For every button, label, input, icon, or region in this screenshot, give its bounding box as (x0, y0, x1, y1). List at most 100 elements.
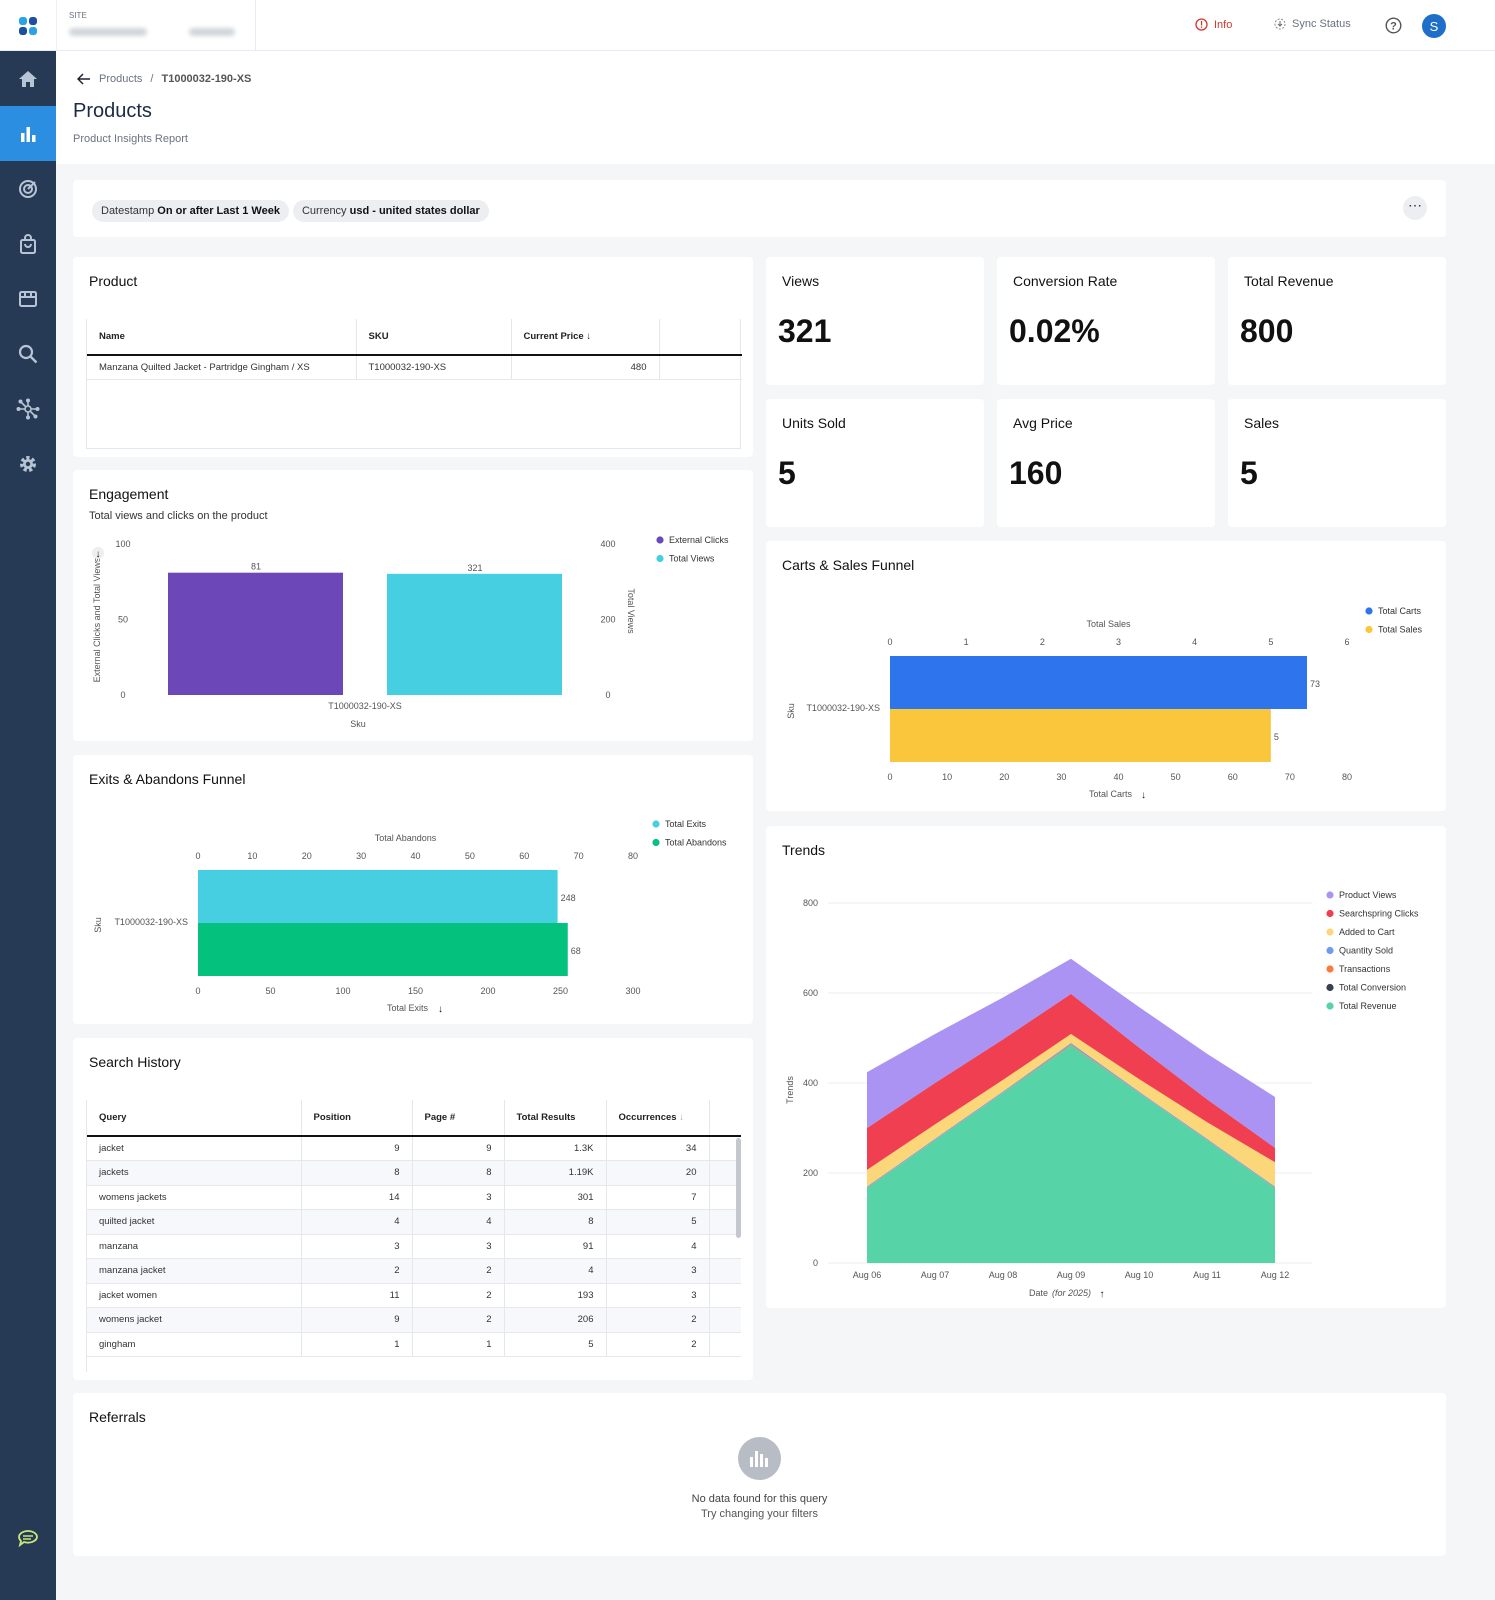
x-axis-label: Sku (350, 719, 366, 729)
legend-label: Quantity Sold (1339, 946, 1393, 956)
y-right-tick-label: 0 (605, 690, 610, 700)
user-avatar[interactable]: S (1422, 14, 1446, 38)
sort-arrow-icon: ↓ (1141, 790, 1146, 801)
chat-support-icon[interactable] (17, 1529, 39, 1554)
table-row[interactable]: jackets 8 8 1.19K 20 (87, 1160, 741, 1186)
x-tick-label: Aug 09 (1057, 1270, 1086, 1280)
table-cell: jacket (87, 1136, 302, 1161)
kpi-value: 0.02% (1009, 313, 1100, 349)
sidebar-item-settings[interactable] (0, 436, 56, 491)
filter-bar: Datestamp On or after Last 1 Week Currenc… (73, 180, 1446, 237)
x-axis-note: (for 2025) (1052, 1288, 1091, 1298)
info-button[interactable]: Info (1195, 18, 1232, 31)
legend-label: Total Carts (1378, 606, 1422, 616)
column-header-name[interactable]: Name (87, 319, 357, 356)
referrals-card: Referrals No data found for this query T… (73, 1393, 1446, 1556)
column-header-occurrences[interactable]: Occurrences ↓ (606, 1100, 710, 1137)
column-header-current-price[interactable]: Current Price ↓ (511, 319, 660, 356)
info-icon (1195, 18, 1208, 31)
top-tick-label: 40 (410, 851, 420, 861)
table-row[interactable]: manzana jacket 2 2 4 3 (87, 1258, 741, 1284)
bottom-tick-label: 10 (942, 772, 952, 782)
data-label: 5 (1274, 732, 1279, 742)
legend-marker (1326, 983, 1334, 992)
sidebar-item-store[interactable] (0, 271, 56, 326)
area-total-revenue (867, 1045, 1275, 1263)
site-selector[interactable]: SITE (56, 0, 256, 51)
kpi-card: Conversion Rate 0.02% (997, 257, 1215, 385)
table-scrollbar[interactable] (736, 1138, 741, 1238)
table-cell: 206 (504, 1307, 607, 1333)
y-tick-label: 600 (803, 988, 818, 998)
legend-label: Total Conversion (1339, 983, 1406, 993)
kpi-label: Conversion Rate (1013, 273, 1118, 289)
bottom-tick-label: 80 (1342, 772, 1352, 782)
breadcrumb-products-link[interactable]: Products (99, 73, 143, 85)
column-header-query[interactable]: Query (87, 1100, 302, 1137)
back-arrow-icon[interactable] (77, 73, 91, 85)
top-bar: SITE Info Sync Status ? S (0, 0, 1495, 51)
table-row[interactable]: gingham 1 1 5 2 (87, 1332, 741, 1357)
table-cell: 3 (606, 1283, 710, 1308)
kpi-card: Sales 5 (1228, 399, 1446, 527)
legend-marker (652, 838, 660, 847)
data-label: 248 (561, 893, 576, 903)
kpi-label: Units Sold (782, 415, 846, 431)
sidebar-item-integrations[interactable] (0, 381, 56, 436)
column-header-sku[interactable]: SKU (356, 319, 512, 356)
table-row[interactable]: womens jackets 14 3 301 7 (87, 1185, 741, 1210)
sidebar-item-targeting[interactable] (0, 161, 56, 216)
engagement-card: Engagement Total views and clicks on the… (73, 470, 753, 741)
y-tick-label: 0 (120, 690, 125, 700)
engagement-chart: 0 50 100 0 200 400 81 321 T1000032-190-XS Sku Exte… (92, 535, 729, 729)
card-title: Product (89, 273, 138, 289)
top-tick-label: 2 (1040, 637, 1045, 647)
more-options-button[interactable]: ⋯ (1403, 196, 1427, 220)
card-title: Carts & Sales Funnel (782, 557, 915, 573)
top-tick-label: 20 (302, 851, 312, 861)
table-row[interactable]: jacket 9 9 1.3K 34 (87, 1136, 741, 1161)
sidebar-item-merchandising[interactable] (0, 216, 56, 271)
table-row[interactable]: womens jacket 9 2 206 2 (87, 1307, 741, 1333)
kpi-value: 160 (1009, 455, 1063, 491)
x-tick-label: Aug 06 (853, 1270, 882, 1280)
table-row[interactable]: manzana 3 3 91 4 (87, 1234, 741, 1259)
column-header-position[interactable]: Position (301, 1100, 413, 1137)
kpi-card: Total Revenue 800 (1228, 257, 1446, 385)
search-icon (18, 344, 38, 363)
table-cell: 14 (301, 1185, 413, 1210)
filter-chip-currency[interactable]: Currency usd - united states dollar (292, 200, 489, 222)
card-title: Search History (89, 1054, 181, 1070)
help-icon[interactable]: ? (1385, 17, 1402, 39)
column-header-total-results[interactable]: Total Results (504, 1100, 607, 1137)
x-tick-label: T1000032-190-XS (328, 701, 402, 711)
table-cell: 3 (301, 1234, 413, 1259)
top-tick-label: 0 (195, 851, 200, 861)
sync-status-button[interactable]: Sync Status (1274, 18, 1351, 30)
table-cell: 9 (301, 1136, 413, 1161)
table-row[interactable]: jacket women 11 2 193 3 (87, 1283, 741, 1308)
table-row[interactable]: Manzana Quilted Jacket - Partridge Gingh… (87, 355, 742, 380)
legend-label: Total Sales (1378, 625, 1423, 635)
table-cell: 3 (412, 1234, 505, 1259)
filter-chip-datestamp[interactable]: Datestamp On or after Last 1 Week (92, 200, 289, 222)
table-cell: 1 (301, 1332, 413, 1357)
legend-label: Transactions (1339, 964, 1391, 974)
store-icon (19, 290, 37, 307)
app-logo[interactable] (0, 0, 56, 51)
table-row[interactable]: quilted jacket 4 4 8 5 (87, 1209, 741, 1235)
column-header-page[interactable]: Page # (412, 1100, 505, 1137)
bottom-tick-label: 0 (887, 772, 892, 782)
sidebar-item-home[interactable] (0, 51, 56, 106)
kpi-card: Avg Price 160 (997, 399, 1215, 527)
legend-marker (1326, 965, 1334, 973)
bottom-tick-label: 50 (1171, 772, 1181, 782)
sidebar-item-search[interactable] (0, 326, 56, 381)
table-cell: 3 (606, 1258, 710, 1284)
search-history-table-container[interactable]: Query Position Page # Total Results Occu… (86, 1100, 741, 1372)
legend-marker (1365, 625, 1373, 634)
sidebar-item-reports[interactable] (0, 106, 56, 161)
y-axis-label: Sku (93, 917, 103, 933)
card-subtitle: Total views and clicks on the product (89, 510, 268, 522)
empty-state-message: No data found for this query (691, 1493, 828, 1505)
